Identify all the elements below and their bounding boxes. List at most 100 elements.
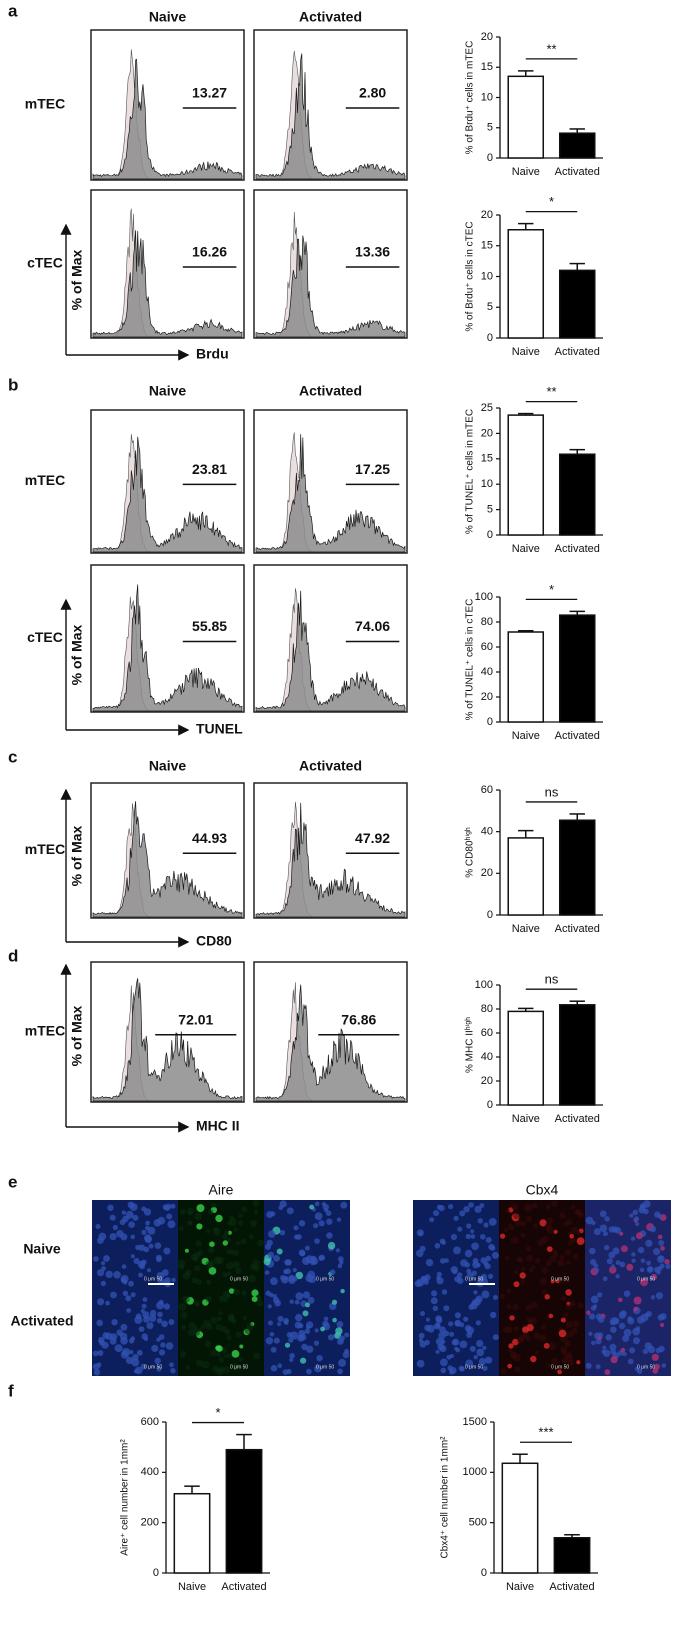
significance-label: * (549, 582, 554, 597)
bar (507, 229, 545, 339)
cell (226, 1334, 232, 1341)
cell (593, 1263, 599, 1269)
cell (511, 1202, 519, 1211)
cell (163, 1303, 170, 1310)
cell (544, 1222, 553, 1231)
cell (473, 1355, 478, 1360)
x-tick-label: Activated (555, 923, 600, 935)
cell (440, 1367, 447, 1374)
bar (507, 631, 545, 723)
bar (558, 1004, 596, 1106)
cell (112, 1224, 118, 1231)
cell (633, 1296, 642, 1305)
cell (121, 1264, 127, 1269)
cell (336, 1321, 344, 1328)
cell (279, 1200, 287, 1208)
cell (657, 1314, 664, 1321)
cell (327, 1334, 335, 1341)
cell (633, 1337, 640, 1345)
cell (513, 1326, 519, 1332)
cell (164, 1277, 171, 1284)
cell (649, 1225, 657, 1233)
cell (572, 1253, 579, 1260)
cell (168, 1319, 175, 1325)
cell (121, 1210, 127, 1215)
cell (241, 1290, 247, 1296)
cell (531, 1264, 536, 1269)
x-tick-label: Activated (555, 1113, 600, 1125)
y-axis-label: % of Brdu⁺ cells in mTEC (465, 41, 476, 155)
cell (277, 1322, 282, 1327)
cell (635, 1232, 643, 1240)
cell (519, 1272, 526, 1279)
cell (147, 1226, 156, 1235)
histogram-frame (253, 29, 408, 181)
cell (425, 1258, 434, 1267)
cell (425, 1317, 430, 1322)
histogram-frame (90, 564, 245, 713)
y-tick-label: 5 (487, 301, 493, 313)
cell (252, 1264, 260, 1272)
cell (606, 1258, 613, 1265)
cell (226, 1237, 232, 1243)
cell (610, 1356, 618, 1364)
cell (418, 1231, 424, 1237)
cell (441, 1240, 446, 1245)
bar (173, 1492, 211, 1574)
cell (480, 1257, 487, 1264)
cell (526, 1254, 534, 1262)
cell (181, 1325, 187, 1330)
cell (207, 1246, 215, 1254)
histogram-sample (255, 802, 406, 918)
y-tick-label: 80 (481, 616, 493, 628)
significance-label: ns (545, 972, 559, 987)
cell (302, 1257, 310, 1265)
cell (226, 1261, 234, 1270)
cell (530, 1301, 538, 1309)
cell (136, 1349, 143, 1356)
cell (305, 1274, 314, 1283)
column-header: Naive (149, 383, 187, 399)
scale-bar-label: 0 μm 50 (316, 1364, 334, 1370)
y-tick-label: 20 (481, 691, 493, 703)
cell (658, 1240, 665, 1246)
cell (132, 1214, 139, 1221)
cell (342, 1351, 350, 1359)
cell (316, 1355, 323, 1362)
cell (551, 1357, 559, 1366)
y-tick-label: 1500 (463, 1416, 487, 1428)
cell (561, 1357, 567, 1364)
cell (551, 1200, 558, 1207)
cell (526, 1215, 533, 1222)
cell (610, 1326, 617, 1333)
cell (565, 1321, 574, 1329)
scale-bar-label: 0 μm 50 (316, 1276, 334, 1282)
cell (520, 1266, 526, 1272)
cell (239, 1344, 244, 1349)
cell (448, 1204, 454, 1210)
cell (646, 1266, 654, 1273)
y-tick-label: 5 (487, 504, 493, 516)
cell (586, 1310, 591, 1315)
cell (615, 1260, 621, 1265)
cell (657, 1255, 665, 1263)
cell (184, 1248, 189, 1253)
cell (572, 1320, 580, 1328)
cell (146, 1322, 154, 1330)
cell (642, 1348, 649, 1355)
cell (165, 1203, 172, 1210)
cell (601, 1349, 606, 1354)
cell (306, 1345, 314, 1353)
cell (456, 1277, 464, 1285)
cell (435, 1323, 441, 1329)
cell (618, 1322, 626, 1330)
y-axis-label: Cbx4⁺ cell number in 1mm² (440, 1436, 451, 1559)
cell (97, 1350, 104, 1356)
cell (517, 1336, 524, 1344)
cell (300, 1357, 307, 1364)
cell (565, 1259, 571, 1265)
cell (505, 1326, 513, 1334)
x-tick-label: Naive (512, 166, 540, 178)
cell (650, 1295, 656, 1300)
cell (591, 1340, 596, 1346)
